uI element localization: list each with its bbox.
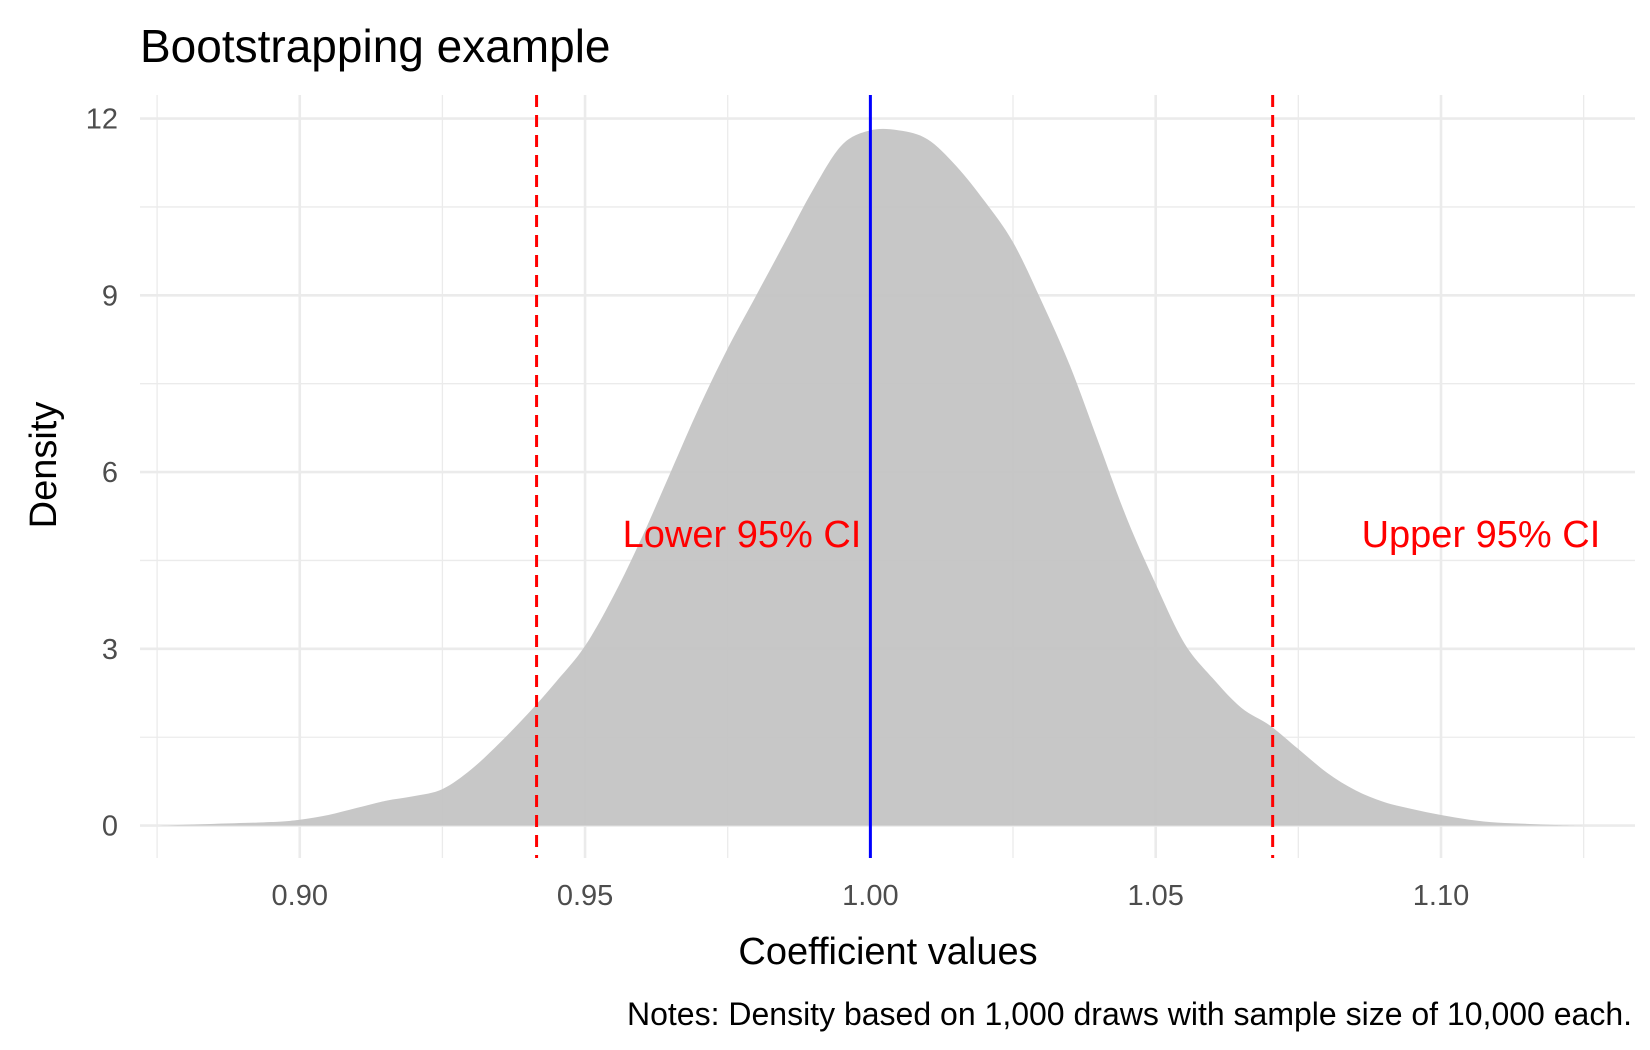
lower-ci-label: Lower 95% CI xyxy=(623,514,862,556)
y-tick-label-1: 3 xyxy=(102,634,118,666)
y-tick-label-3: 9 xyxy=(102,280,118,312)
x-axis-title: Coefficient values xyxy=(738,931,1037,973)
y-tick-label-0: 0 xyxy=(102,811,118,843)
x-tick-label-4: 1.10 xyxy=(1413,880,1469,912)
y-tick-label-4: 12 xyxy=(86,104,118,136)
y-tick-label-2: 6 xyxy=(102,457,118,489)
x-tick-label-0: 0.90 xyxy=(272,880,328,912)
tick-labels: 0.90 0.95 1.00 1.05 1.10 0 3 6 9 12 xyxy=(86,104,1469,912)
annotations: Lower 95% CI Upper 95% CI xyxy=(623,514,1601,556)
upper-ci-label: Upper 95% CI xyxy=(1362,514,1601,556)
x-tick-label-3: 1.05 xyxy=(1127,880,1183,912)
x-tick-label-1: 0.95 xyxy=(557,880,613,912)
reference-lines xyxy=(535,95,1275,858)
chart-caption: Notes: Density based on 1,000 draws with… xyxy=(627,996,1632,1032)
x-tick-label-2: 1.00 xyxy=(842,880,898,912)
y-axis-title: Density xyxy=(23,402,65,529)
chart-title: Bootstrapping example xyxy=(140,20,611,72)
